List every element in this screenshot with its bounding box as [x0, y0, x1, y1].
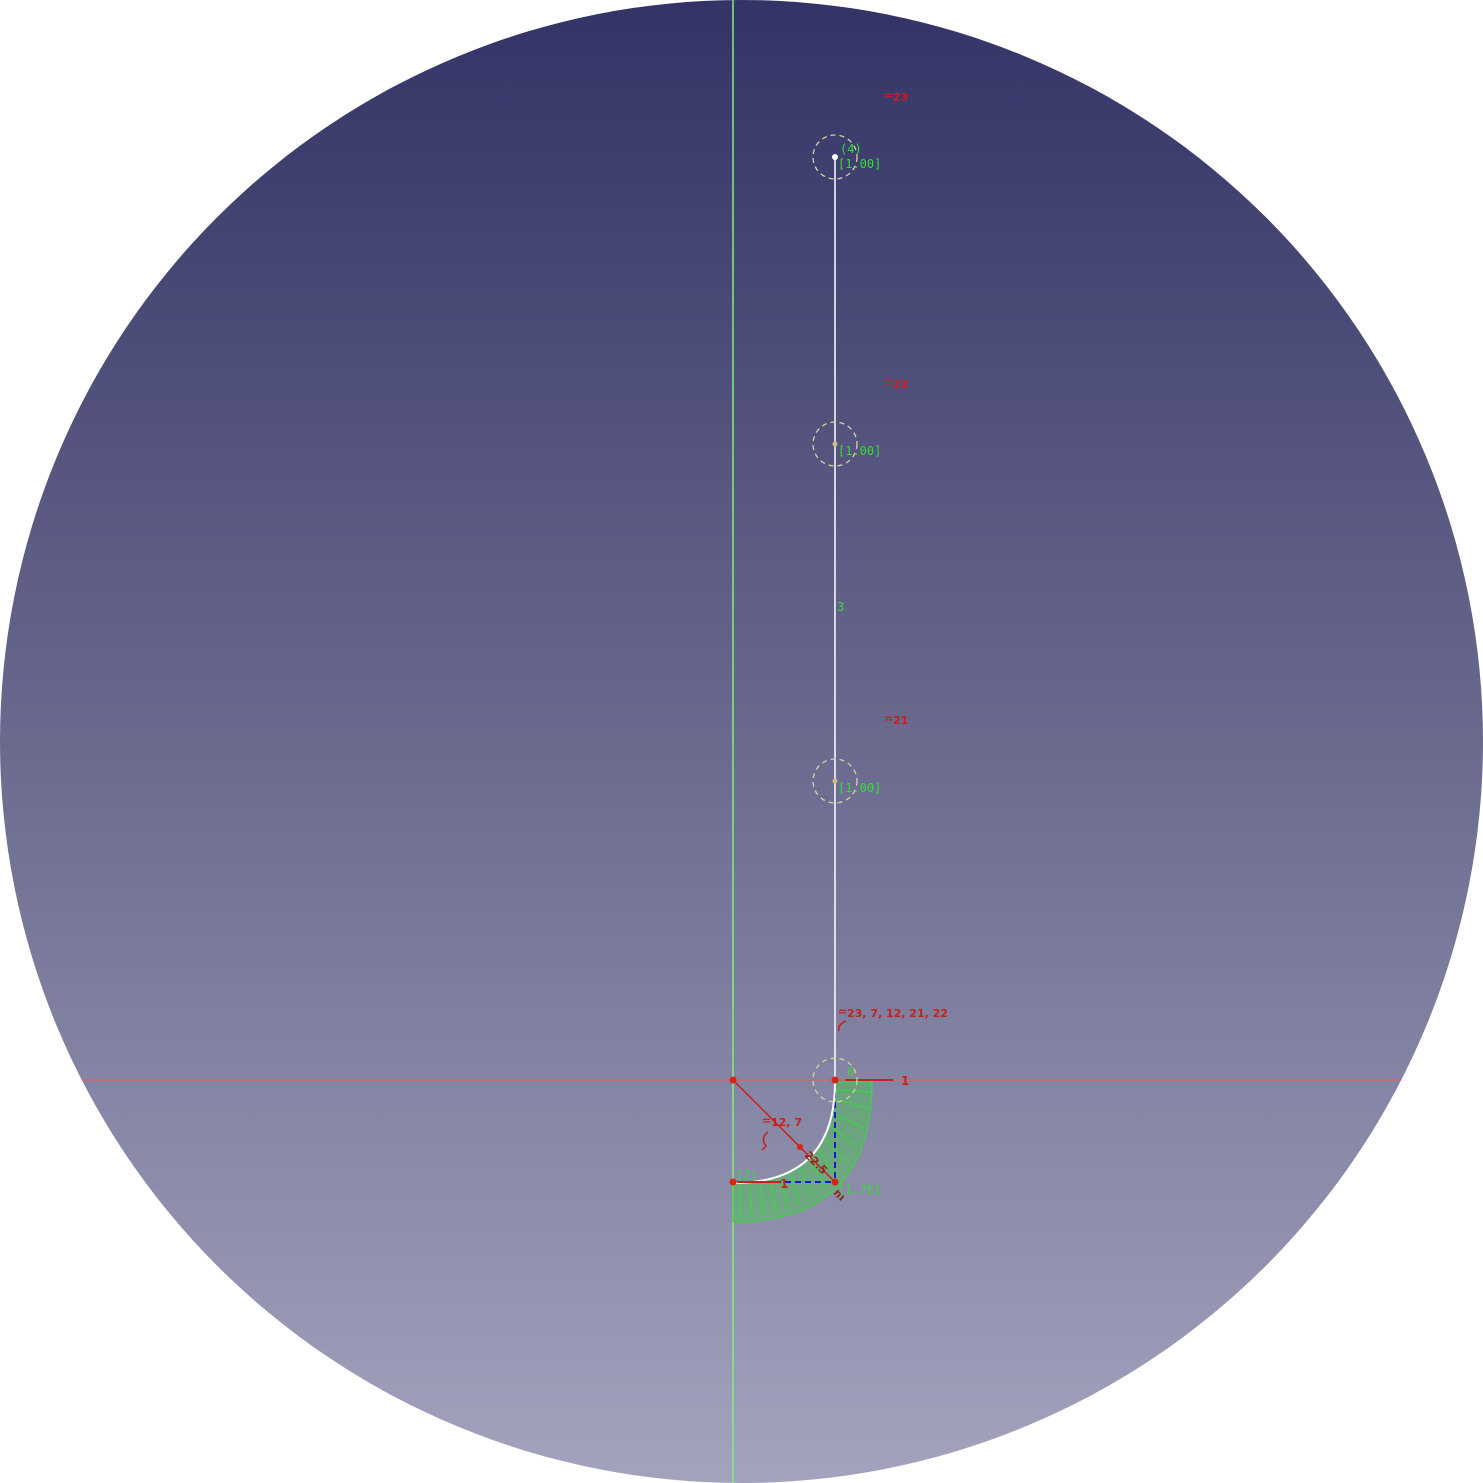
weight-label: [1.00] [838, 781, 881, 795]
weight-label: [1.00] [838, 157, 881, 171]
radius-dimension-line [732, 1079, 836, 1183]
horizontal-constraint-label: 1 [901, 1074, 909, 1088]
curvature-comb [732, 1081, 873, 1223]
point-id-label: (2) [736, 1168, 758, 1182]
equal-marker: = [884, 89, 893, 102]
horizontal-constraint-label: 1 [780, 1177, 788, 1191]
equal-constraint-22: 22 [893, 378, 908, 391]
point-arc-start[interactable] [831, 1076, 839, 1084]
weight-label: [1.00] [838, 444, 881, 458]
construction-lines [735, 1082, 836, 1183]
point-mid2[interactable] [832, 778, 838, 784]
equal-constraint-12-7: 12, 7 [771, 1116, 802, 1129]
point-id-label: (4) [840, 142, 862, 156]
point-radius-mid[interactable] [797, 1144, 803, 1150]
point-mid1[interactable] [832, 441, 838, 447]
line-id-label: 3 [837, 600, 844, 614]
equal-constraint-21: 21 [893, 714, 908, 727]
equal-marker: = [884, 712, 893, 725]
snap-circles [812, 134, 858, 1103]
equal-marker: = [762, 1114, 771, 1127]
point-arc-end[interactable] [729, 1178, 737, 1186]
point-top[interactable] [832, 154, 838, 160]
equal-constraint-group: 23, 7, 12, 21, 22 [847, 1007, 948, 1020]
tangent-icon [838, 1020, 847, 1032]
weight-label: [1.75] [838, 1183, 881, 1197]
point-corner[interactable] [831, 1178, 839, 1186]
equal-constraint-23: 23 [893, 91, 908, 104]
tangent-icon [761, 1131, 769, 1151]
equal-marker: = [884, 376, 893, 389]
point-origin[interactable] [729, 1076, 737, 1084]
arc-id-label: 6 [847, 1065, 854, 1079]
equal-marker: = [838, 1005, 847, 1018]
